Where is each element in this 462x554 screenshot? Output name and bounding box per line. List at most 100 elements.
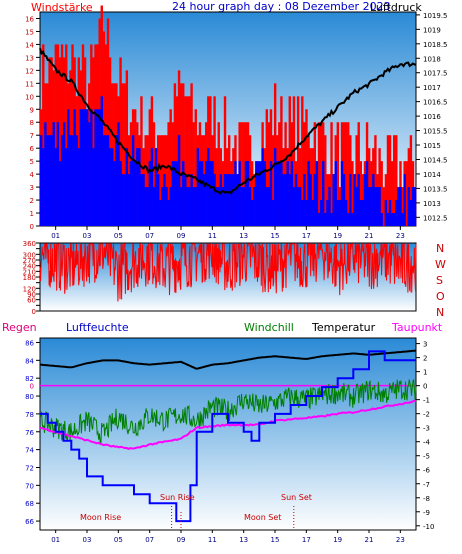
avg-wind-bar — [150, 148, 154, 226]
annotation-sun-set: Sun Set — [281, 493, 312, 502]
direction-tick-label: 120 — [23, 285, 36, 293]
avg-wind-bar — [374, 187, 377, 226]
pressure-tick-label: 1019.5 — [423, 12, 448, 20]
humidity-tick-label: 78 — [25, 411, 34, 419]
direction-tick-label: 300 — [23, 251, 36, 259]
avg-wind-bar — [159, 200, 162, 226]
humidity-tick-label: 72 — [25, 464, 34, 472]
avg-wind-bar — [393, 213, 396, 226]
humidity-tick-label: 82 — [25, 375, 34, 383]
gust-bar — [159, 135, 162, 226]
pressure-tick-label: 1013.5 — [423, 185, 448, 193]
avg-wind-bar — [248, 187, 252, 226]
gust-bar — [106, 18, 110, 227]
avg-wind-bar — [67, 109, 70, 226]
gust-bar — [240, 122, 243, 226]
avg-wind-bar — [144, 187, 147, 226]
avg-wind-bar — [301, 200, 304, 226]
avg-wind-bar — [140, 174, 143, 226]
avg-wind-bar — [188, 187, 191, 226]
gust-bar — [344, 122, 348, 226]
avg-wind-bar — [255, 161, 258, 226]
temperature-line — [39, 349, 417, 370]
avg-wind-bar — [88, 122, 91, 226]
avg-wind-bar — [265, 187, 268, 226]
avg-wind-bar — [48, 135, 51, 226]
avg-wind-bar — [104, 135, 108, 226]
label-temperatur: Temperatur — [311, 321, 376, 334]
avg-wind-bar — [117, 122, 120, 226]
avg-wind-bar — [390, 213, 394, 226]
avg-wind-bar — [136, 148, 139, 226]
temperature-tick-label: 1 — [423, 369, 427, 377]
avg-wind-bar — [267, 187, 271, 226]
hour-tick-label: 03 — [83, 232, 92, 240]
avg-wind-bar — [349, 174, 352, 226]
avg-wind-bar — [223, 174, 227, 226]
avg-wind-bar — [276, 161, 279, 226]
avg-wind-bar — [357, 174, 360, 226]
avg-wind-bar — [257, 161, 260, 226]
gust-bar — [217, 122, 220, 226]
humidity-tick-label: 74 — [25, 447, 34, 455]
direction-tick-label: 360 — [23, 240, 36, 248]
avg-wind-bar — [261, 148, 264, 226]
hour-tick-label: 15 — [271, 232, 280, 240]
wind-tick-label: 0 — [30, 223, 34, 231]
gust-bar — [182, 83, 185, 226]
gust-bar — [296, 96, 300, 226]
pressure-tick-label: 1014 — [423, 171, 441, 179]
direction-tick-label: 240 — [23, 263, 36, 271]
gust-bar — [42, 44, 45, 226]
gust-bar — [390, 161, 394, 226]
wind-tick-label: 6 — [30, 145, 35, 153]
avg-wind-bar — [307, 161, 310, 226]
gust-bar — [374, 135, 377, 226]
avg-wind-bar — [409, 200, 413, 226]
avg-wind-bar — [242, 187, 246, 226]
avg-wind-bar — [401, 213, 404, 226]
avg-wind-bar — [351, 213, 354, 226]
gust-bar — [60, 44, 64, 226]
dir-label-n-bottom: N — [436, 306, 444, 319]
pressure-tick-label: 1015 — [423, 142, 441, 150]
avg-wind-bar — [119, 161, 122, 226]
avg-wind-bar — [328, 187, 331, 226]
avg-wind-bar — [413, 187, 417, 226]
gust-bar — [108, 57, 112, 226]
gust-bar — [190, 83, 193, 226]
avg-wind-bar — [182, 161, 185, 226]
avg-wind-bar — [179, 187, 183, 226]
avg-wind-bar — [282, 174, 285, 226]
rain-level-label: 0 — [30, 383, 34, 391]
avg-wind-bar — [194, 187, 197, 226]
pressure-tick-label: 1017 — [423, 84, 441, 92]
avg-wind-bar — [205, 161, 208, 226]
avg-wind-bar — [359, 200, 362, 226]
gust-bar — [113, 83, 116, 226]
temperature-tick-label: -3 — [423, 425, 430, 433]
annotation-moon-rise: Moon Rise — [80, 513, 121, 522]
avg-wind-bar — [207, 148, 210, 226]
gust-bar — [165, 135, 168, 226]
temperature-tick-label: -7 — [423, 481, 430, 489]
avg-wind-bar — [152, 187, 156, 226]
hour-tick-label: 11 — [208, 232, 217, 240]
gust-bar — [194, 109, 197, 226]
avg-wind-bar — [71, 135, 74, 226]
avg-wind-bar — [129, 161, 133, 226]
gust-bar — [104, 44, 108, 226]
direction-tick-label: 90 — [27, 291, 36, 299]
avg-wind-bar — [259, 161, 262, 226]
avg-wind-bar — [326, 200, 329, 226]
gust-bar — [167, 122, 170, 226]
direction-tick-label: 210 — [23, 268, 36, 276]
avg-wind-bar — [219, 174, 223, 226]
avg-wind-bar — [363, 174, 367, 226]
avg-wind-bar — [173, 161, 177, 226]
hour-tick-label: 07 — [145, 232, 154, 240]
gust-bar — [311, 148, 314, 226]
direction-tick-label: 0 — [32, 308, 36, 316]
avg-wind-bar — [284, 174, 287, 226]
temperature-tick-label: -2 — [423, 411, 430, 419]
